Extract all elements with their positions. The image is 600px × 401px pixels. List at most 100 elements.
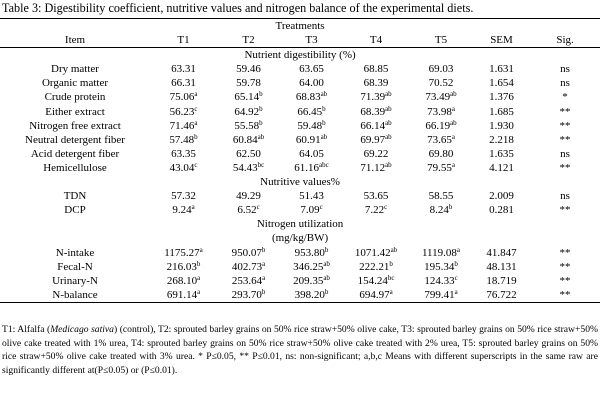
col-header-t4: T4 [343,33,409,49]
cell-superscript: bc [387,273,395,282]
sem-cell: 48.131 [486,260,517,273]
cell-superscript: abc [319,160,329,169]
cell-value: 73.49 [425,91,451,104]
value-cell-t4: 222.21b [343,260,409,274]
value-cell-t3: 59.48b [280,119,343,133]
cell-value: 59.46 [236,63,261,76]
cell-value: 64.05 [299,147,324,160]
cell-superscript: ab [320,90,328,99]
cell-value: 69.22 [363,147,389,160]
footnote-part2: ) (control), T2: sprouted barley grains … [2,324,598,376]
cell-value: 54.43 [232,161,258,174]
col-header-sem: SEM [473,33,530,49]
cell-superscript: c [256,203,260,212]
value-cell-t2: 65.14b [217,90,280,104]
cell-superscript: b [322,104,326,113]
cell-value: 68.39 [363,77,389,90]
cell-value: 63.31 [171,63,196,76]
row-item-label: Nitrogen free extract [29,119,121,132]
cell-value: 71.39 [360,91,386,104]
cell-value: 66.45 [297,105,323,118]
value-cell-t5: 79.55a [409,161,473,175]
sig-cell: ** [559,161,571,174]
table-row: Dry matter 63.31 59.46 63.65 68.85 69.03 1.631… [0,62,600,76]
cell-value: 9.24 [172,204,192,217]
sig-cell: ns [560,190,570,203]
row-item-label: Hemicellulose [43,161,107,174]
value-cell-t5: 195.34b [409,260,473,274]
cell-value: 57.48 [169,133,195,146]
value-cell-t4: 53.65 [343,189,409,203]
data-table: Treatments Item T1 T2 T3 T4 T5 SEM Sig. … [0,18,600,303]
sem-cell: 1.654 [489,77,514,90]
value-cell-t3: 209.35ab [280,274,343,288]
row-item-label: Fecal-N [57,260,93,273]
cell-value: 62.50 [236,147,261,160]
value-cell-t4: 71.39ab [343,90,409,104]
cell-value: 69.80 [428,147,454,160]
table-caption: Table 3: Digestibility coefficient, nutr… [2,1,474,15]
value-cell-t4: 68.39ab [343,105,409,119]
sem-cell: 2.218 [489,133,514,146]
row-item-label: Crude protein [44,91,106,104]
cell-value: 60.91 [295,133,321,146]
value-cell-t5: 73.49ab [409,90,473,104]
cell-superscript: b [324,287,329,296]
cell-value: 60.84 [232,133,258,146]
row-item-label: Organic matter [41,77,109,90]
cell-superscript: c [194,104,198,113]
value-cell-t5: 58.55 [409,189,473,203]
cell-value: 66.19 [425,119,451,132]
value-cell-t4: 68.39 [343,76,409,90]
column-header-row: Item T1 T2 T3 T4 T5 SEM Sig. [0,33,600,49]
value-cell-t1: 71.46a [150,119,217,133]
sem-cell: 76.722 [473,287,530,303]
sem-cell: 41.847 [486,246,517,259]
sig-cell: ** [559,260,571,273]
table-row: Hemicellulose 43.04c 54.43bc 61.16abc 71.12a… [0,161,600,175]
row-item-label: TDN [63,190,87,203]
table-row: TDN 57.32 49.29 51.43 53.65 58.55 2.009 ns [0,189,600,203]
treatments-header: Treatments [0,18,600,34]
section-row: Nitrogen utilization [0,217,600,231]
section-row: (mg/kg/BW) [0,231,600,245]
value-cell-t3: 64.05 [280,147,343,161]
value-cell-t5: 124.33c [409,274,473,288]
value-cell-t4: 7.22c [343,203,409,217]
cell-superscript: a [451,132,455,141]
value-cell-t1: 9.24a [150,203,217,217]
col-header-t3: T3 [280,33,343,49]
cell-superscript: b [261,287,266,296]
value-cell-t5: 799.41a [409,287,473,303]
col-header-t1: T1 [150,33,217,49]
value-cell-t5: 66.19ab [409,119,473,133]
section-row: Nutritive values% [0,175,600,189]
cell-value: 346.25 [293,260,324,273]
cell-value: 49.29 [236,190,261,203]
value-cell-t1: 75.06a [150,90,217,104]
table-row: Nitrogen free extract 71.46a 55.58b 59.48b 6… [0,119,600,133]
cell-value: 63.35 [171,147,196,160]
value-cell-t4: 694.97a [343,287,409,303]
cell-superscript: a [262,273,266,282]
cell-value: 65.14 [234,91,260,104]
row-item-label: Dry matter [51,63,99,76]
cell-superscript: b [194,132,198,141]
cell-superscript: ab [385,90,392,99]
value-cell-t3: 68.83ab [280,90,343,104]
value-cell-t4: 69.97ab [343,133,409,147]
table-row: DCP 9.24a 6.52c 7.09c 7.22c 8.24b 0.281 ** [0,203,600,217]
cell-superscript: ab [257,132,265,141]
value-cell-t4: 154.24bc [343,274,409,288]
value-cell-t2: 293.70b [217,287,280,303]
row-item-label: N-balance [0,287,150,303]
sig-cell: ns [560,147,570,160]
cell-value: 69.03 [428,63,454,76]
value-cell-t1: 63.31 [150,62,217,76]
value-cell-t1: 216.03b [150,260,217,274]
value-cell-t3: 64.00 [280,76,343,90]
cell-value: 73.65 [427,133,452,146]
value-cell-t5: 73.65a [409,133,473,147]
cell-value: 68.85 [363,63,389,76]
